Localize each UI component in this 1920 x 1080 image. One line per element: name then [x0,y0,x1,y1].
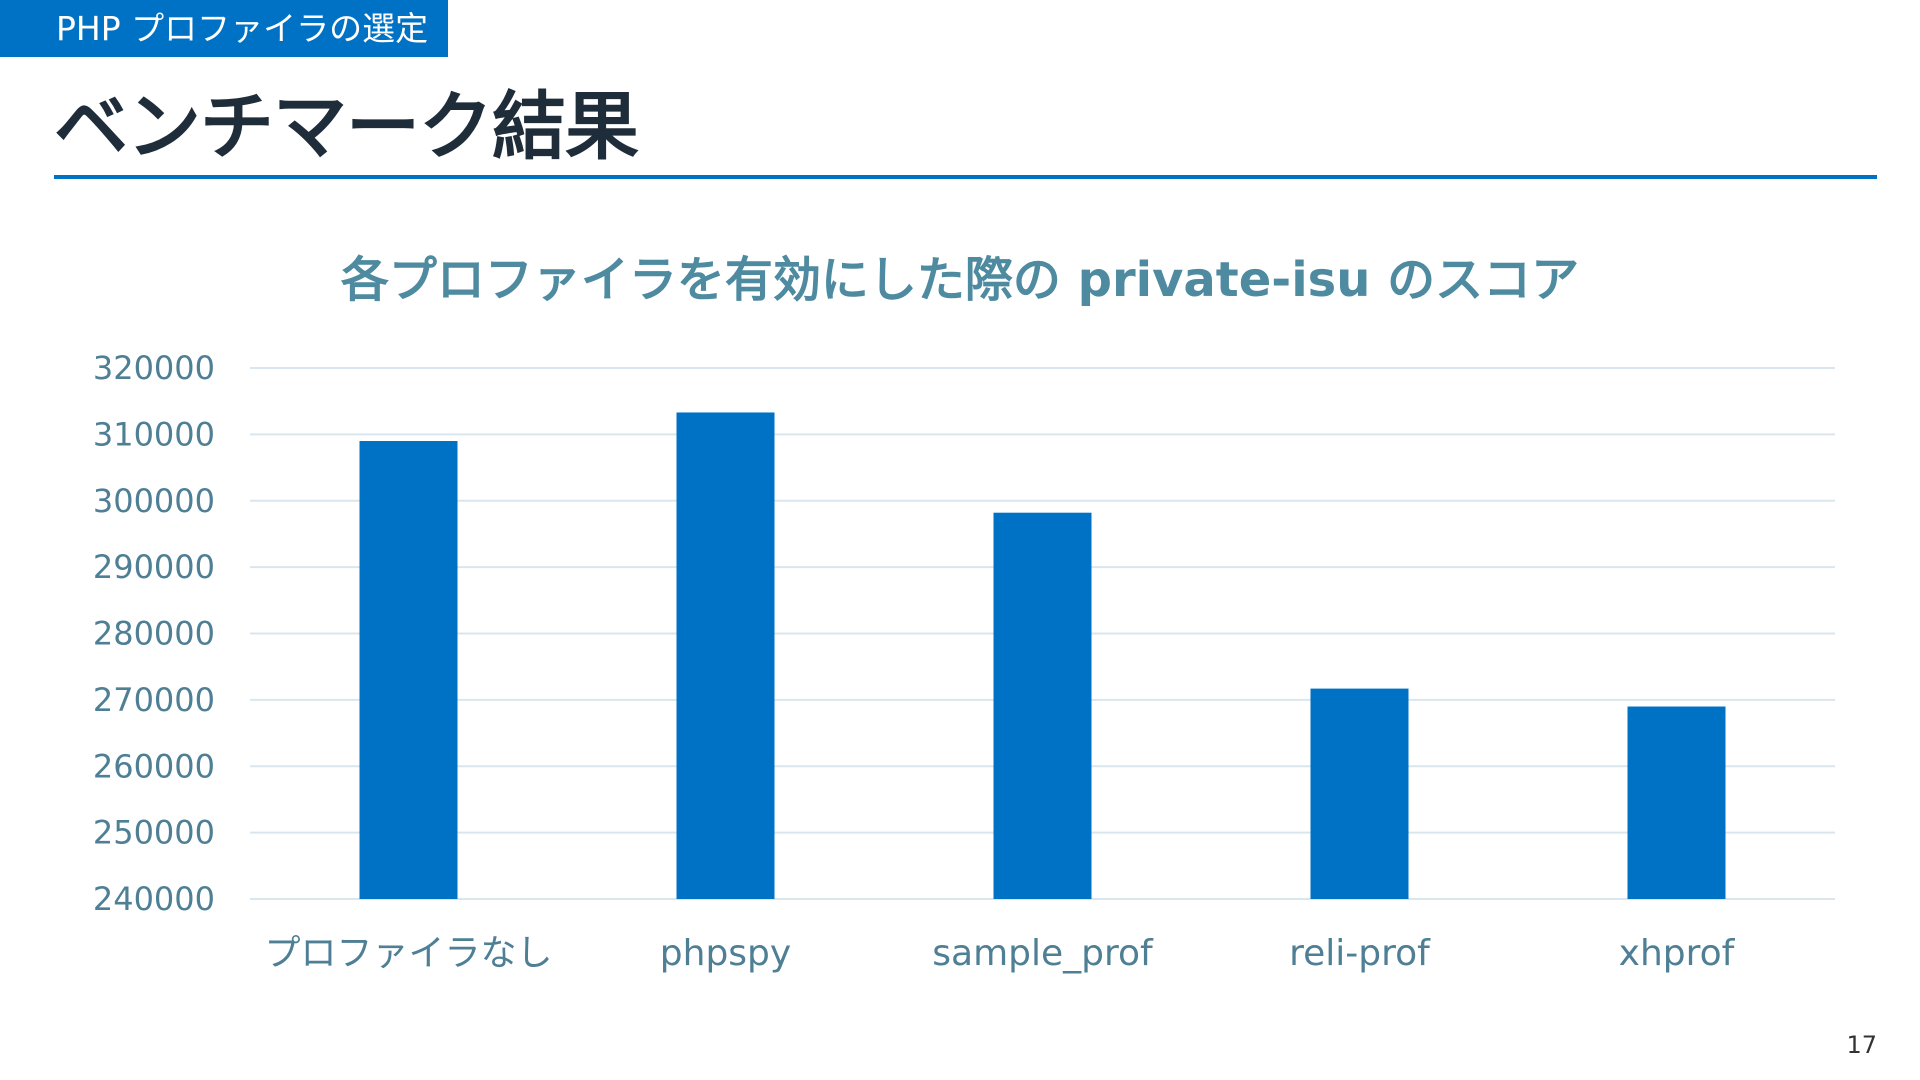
y-tick-label: 290000 [93,548,215,586]
y-tick-label: 310000 [93,415,215,453]
bar [676,412,775,899]
bar [359,441,458,899]
x-axis-ticks: プロファイラなし phpspy sample_prof reli-prof xhprof [264,933,1735,974]
chart-title: 各プロファイラを有効にした際の private-isu のスコア [340,252,1580,308]
x-tick-label: xhprof [1619,933,1736,974]
section-tag: PHP プロファイラの選定 [0,0,449,57]
bar [993,512,1092,899]
x-tick-label: sample_prof [932,933,1154,974]
x-tick-label: phpspy [660,933,791,974]
bars [359,412,1726,899]
y-tick-label: 260000 [93,747,215,785]
x-tick-label: reli-prof [1289,933,1431,974]
y-tick-label: 250000 [93,814,215,852]
x-tick-label: プロファイラなし [264,933,552,974]
y-tick-label: 280000 [93,615,215,653]
bar [1310,688,1409,899]
title-divider [54,175,1877,179]
y-tick-label: 300000 [93,482,215,520]
y-tick-label: 320000 [93,349,215,387]
y-tick-label: 240000 [93,880,215,918]
page-number: 17 [1846,1031,1877,1059]
bar [1627,706,1726,899]
slide-title: ベンチマーク結果 [54,84,639,170]
y-tick-label: 270000 [93,681,215,719]
y-axis-ticks: 240000 250000 260000 270000 280000 290000 3000… [93,349,215,918]
